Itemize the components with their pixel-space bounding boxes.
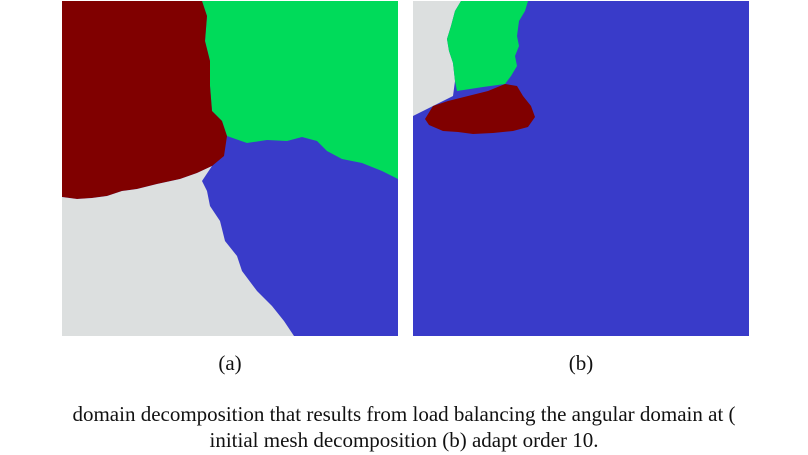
- region-light-gray: [62, 166, 294, 336]
- region-dark-red: [425, 84, 535, 134]
- region-green: [202, 1, 398, 179]
- region-dark-red: [62, 1, 227, 199]
- figure-caption-line-1: domain decomposition that results from l…: [72, 402, 736, 426]
- panel-a-plot: [62, 1, 398, 336]
- panel-b-label: (b): [568, 351, 594, 375]
- panel-b-plot: [413, 1, 749, 336]
- panel-a-decomposition: [62, 1, 398, 336]
- region-green: [447, 1, 528, 91]
- panel-b-decomposition: [413, 1, 749, 336]
- figure-caption-line-2: initial mesh decomposition (b) adapt ord…: [209, 428, 599, 452]
- region-light-gray: [413, 1, 461, 116]
- panel-a-label: (a): [218, 351, 242, 375]
